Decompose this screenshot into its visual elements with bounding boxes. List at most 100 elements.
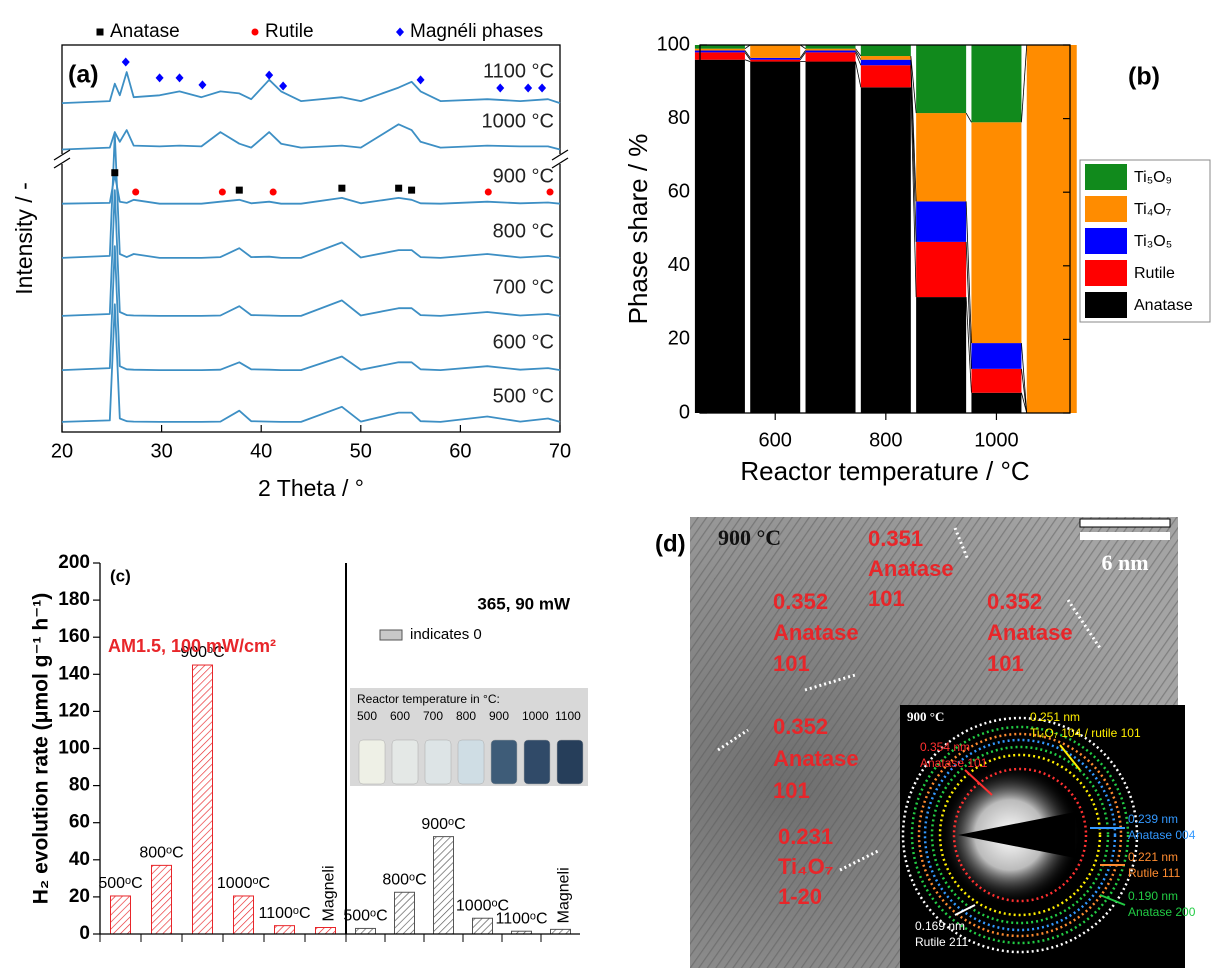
bar-segment (971, 392, 1022, 413)
inset-label: 700 (423, 709, 443, 723)
scale-label: 6 nm (1101, 550, 1148, 575)
connector (799, 50, 806, 59)
tem-temperature: 900 °C (718, 525, 781, 550)
legend-label: Rutile (1134, 265, 1175, 282)
fringe-hkl: 1-20 (778, 884, 822, 909)
bar-segment (805, 45, 856, 49)
bar-label: 500ᵒC (343, 908, 387, 925)
fringe-phase: Anatase (773, 620, 859, 645)
vial (523, 739, 551, 785)
arrow (1059, 744, 1081, 771)
ring (910, 725, 1130, 945)
x-axis-title: 2 Theta / ° (258, 475, 364, 501)
note-label: indicates 0 (410, 626, 482, 643)
bar (433, 836, 454, 935)
marker (408, 186, 416, 194)
arrow (954, 904, 976, 916)
vial (358, 739, 386, 785)
bar-segment (860, 65, 911, 88)
y-axis-title: H₂ evolution rate (μmol g⁻¹ h⁻¹) (30, 593, 53, 905)
fringe-phase: Anatase (868, 556, 954, 581)
pattern-label: 500 °C (493, 385, 554, 407)
ring (952, 767, 1088, 903)
connector (744, 52, 751, 60)
connector (965, 112, 972, 123)
legend-label: Anatase (1134, 297, 1193, 314)
bar-segment (916, 113, 967, 202)
marker (121, 57, 130, 67)
y-axis-title: Intensity / - (11, 182, 37, 294)
y-tick-label: 100 (657, 33, 690, 55)
y-tick-label: 80 (69, 775, 90, 796)
marker (269, 188, 277, 196)
bar-segment (805, 48, 856, 51)
bar-label: 800ᵒC (382, 871, 426, 888)
fringe-markers (717, 527, 1102, 872)
y-tick-label: 0 (679, 401, 690, 423)
bar-segment (750, 59, 801, 62)
plot-frame (61, 44, 561, 433)
x-tick-label: 800 (869, 429, 902, 451)
bar-segment (694, 50, 745, 53)
legend-label: Ti₃O₅ (1134, 233, 1172, 250)
y-tick-label: 180 (58, 589, 90, 610)
connector (965, 297, 972, 393)
saed-temperature: 900 °C (907, 709, 944, 724)
bar-label: 1100ᵒC (259, 905, 311, 922)
note-swatch (379, 629, 403, 641)
bar-segment (805, 50, 856, 53)
inset-label: 800 (456, 709, 476, 723)
connector (910, 56, 917, 114)
vial (424, 739, 452, 785)
ring-label: Anatase 200 (1128, 905, 1196, 919)
bar-segment (971, 343, 1022, 369)
marker (265, 70, 274, 80)
bar (192, 664, 213, 935)
bar-segment (694, 48, 745, 51)
plot-frame (699, 44, 1071, 414)
legend-swatch (1085, 164, 1127, 190)
y-tick-label: 20 (668, 328, 690, 350)
bar (233, 895, 254, 935)
axis-break (551, 149, 569, 161)
fringe-d: 0.352 (987, 589, 1042, 614)
bar-segment (1026, 45, 1077, 413)
bar-label: 500ᵒC (98, 875, 142, 892)
marker (198, 80, 207, 90)
marker (279, 81, 288, 91)
bar-segment (750, 61, 801, 414)
bar-segment (694, 52, 745, 60)
xrd-pattern (61, 71, 561, 104)
bar-label: 900ᵒC (421, 816, 465, 833)
arrow (964, 769, 993, 796)
bar (355, 927, 376, 935)
connector (744, 50, 751, 59)
fringe-phase: Anatase (773, 746, 859, 771)
marker (235, 186, 243, 194)
y-tick-label: 20 (69, 886, 90, 907)
bar-label: 800ᵒC (139, 845, 183, 862)
connector (855, 48, 862, 57)
arrow (1099, 894, 1126, 906)
ring-label: Ti₄O₇ 104 / rutile 101 (1030, 726, 1141, 740)
fringe-hkl: 101 (773, 778, 810, 803)
bar-label: 1100ᵒC (496, 910, 548, 927)
legend-swatch (1085, 228, 1127, 254)
ring-d: 0.354 nm (920, 740, 970, 754)
bar-segment (971, 368, 1022, 393)
x-tick-label: 20 (51, 440, 73, 462)
ring-label: Rutile 111 (1128, 866, 1181, 880)
bar (472, 917, 493, 935)
ring-d: 0.251 nm (1030, 710, 1080, 724)
x-tick-label: 30 (150, 440, 172, 462)
inset-title: Reactor temperature in °C: (357, 692, 500, 706)
connector (744, 59, 751, 62)
bar (274, 925, 295, 935)
fringe-phase: Ti₄O₇ (778, 854, 834, 879)
connector (965, 201, 972, 344)
marker (155, 73, 164, 83)
bar-label: 900ᵒC (180, 644, 224, 661)
connector (855, 50, 862, 60)
panel-label: (b) (1128, 63, 1160, 91)
fringe-hkl: 101 (773, 651, 810, 676)
